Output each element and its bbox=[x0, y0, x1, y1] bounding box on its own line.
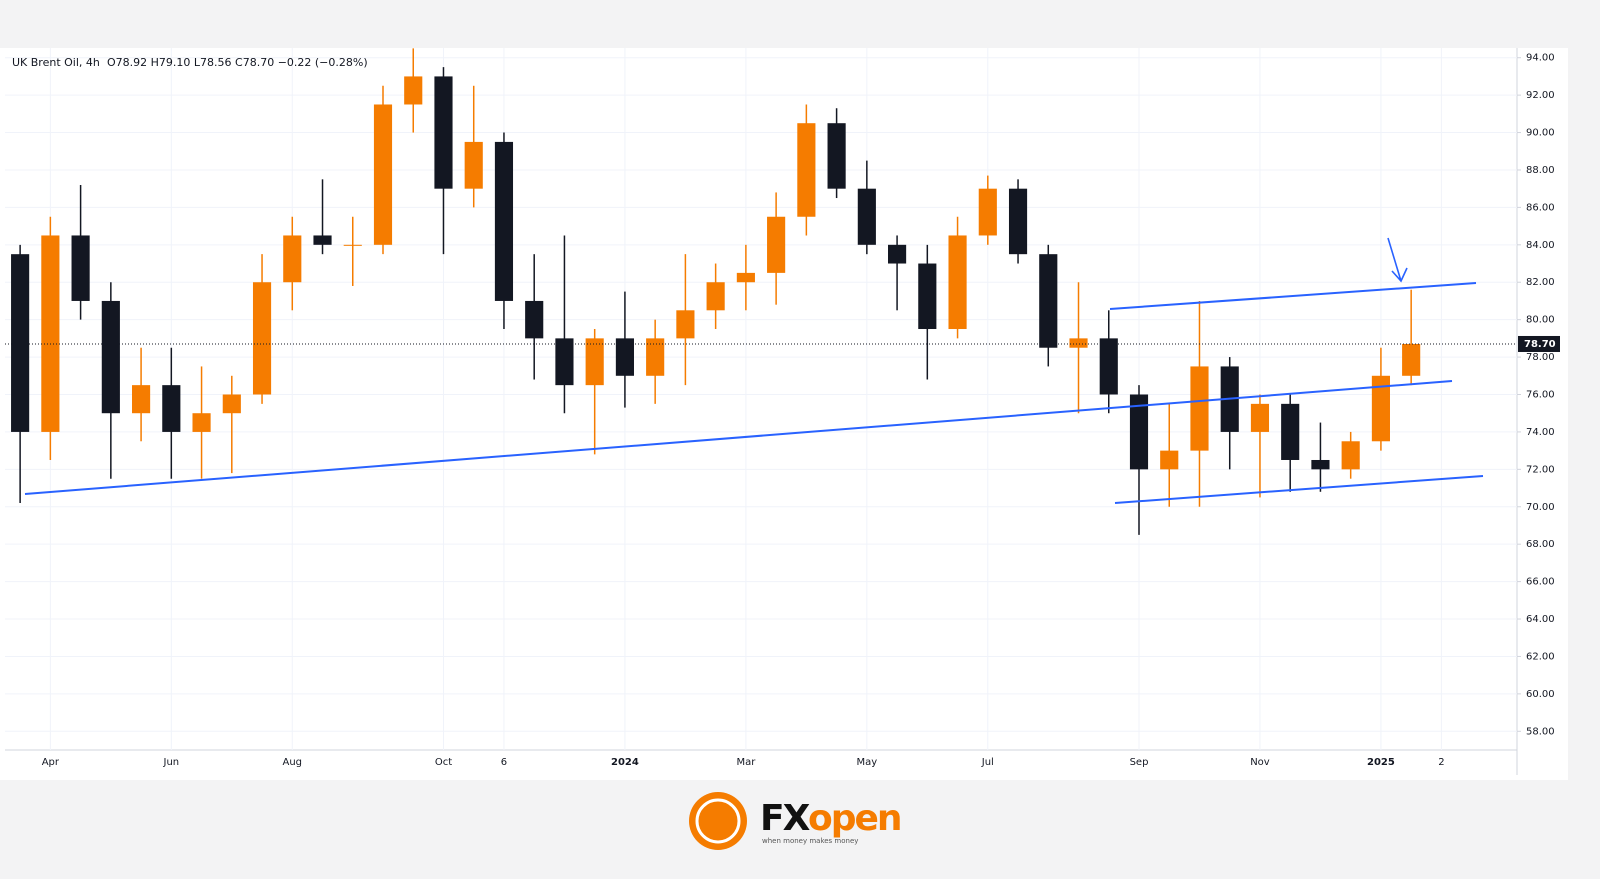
x-tick-label: 6 bbox=[501, 757, 507, 768]
x-tick-label: 2025 bbox=[1367, 757, 1395, 768]
candle-body bbox=[101, 300, 120, 414]
logo: FX open when money makes money bbox=[689, 792, 903, 850]
y-tick-label: 88.00 bbox=[1526, 165, 1555, 176]
candle-body bbox=[676, 310, 695, 339]
x-tick-label: 2 bbox=[1438, 757, 1444, 768]
candle-body bbox=[525, 300, 544, 339]
candle-body bbox=[162, 385, 181, 432]
candle-body bbox=[827, 123, 846, 189]
candle-body bbox=[434, 76, 453, 189]
y-tick-label: 62.00 bbox=[1526, 651, 1555, 662]
chart-background bbox=[0, 48, 1568, 780]
candle-body bbox=[1250, 403, 1270, 432]
x-tick-label: Nov bbox=[1250, 757, 1270, 768]
x-tick-label: Apr bbox=[42, 757, 60, 768]
logo-tagline: when money makes money bbox=[762, 837, 858, 845]
x-tick-label: Jul bbox=[981, 757, 994, 768]
y-tick-label: 76.00 bbox=[1526, 390, 1555, 401]
y-tick-label: 60.00 bbox=[1526, 689, 1555, 700]
y-tick-label: 58.00 bbox=[1526, 726, 1555, 737]
candle-body bbox=[767, 216, 786, 273]
candles bbox=[11, 48, 1421, 535]
candle-body bbox=[404, 76, 423, 105]
candle-body bbox=[1402, 343, 1421, 376]
support-trendline bbox=[24, 380, 1453, 495]
y-tick-label: 70.00 bbox=[1526, 502, 1555, 513]
candle-body bbox=[585, 338, 604, 386]
x-tick-label: Jun bbox=[163, 757, 180, 768]
y-tick-label: 68.00 bbox=[1526, 539, 1555, 550]
arrow bbox=[1387, 237, 1408, 283]
candle-body bbox=[192, 413, 211, 432]
candle-body bbox=[918, 263, 937, 330]
y-tick-label: 84.00 bbox=[1526, 240, 1555, 251]
trendlines bbox=[24, 237, 1484, 504]
y-tick-label: 74.00 bbox=[1526, 427, 1555, 438]
y-tick-label: 66.00 bbox=[1526, 577, 1555, 588]
candle-body bbox=[343, 244, 362, 246]
candle-body bbox=[1008, 188, 1028, 255]
y-tick-label: 72.00 bbox=[1526, 464, 1555, 475]
logo-brand-open: open bbox=[808, 798, 901, 839]
candle-body bbox=[71, 235, 90, 301]
candle-body bbox=[464, 141, 483, 189]
x-tick-label: Oct bbox=[435, 757, 452, 768]
candle-body bbox=[1371, 375, 1390, 442]
candle-body bbox=[948, 235, 967, 330]
x-tick-label: 2024 bbox=[611, 757, 639, 768]
candle-body bbox=[797, 123, 816, 217]
candle-body bbox=[1099, 338, 1118, 395]
candle-body bbox=[283, 235, 302, 283]
axes: 58.00 60.00 62.00 64.00 66.00 68.00 70.00 72.00… bbox=[5, 53, 1560, 768]
y-tick-label: 86.00 bbox=[1526, 202, 1555, 213]
y-tick-label: 64.00 bbox=[1526, 614, 1555, 625]
logo-emblem-ring bbox=[695, 798, 741, 844]
y-tick-label: 80.00 bbox=[1526, 315, 1555, 326]
candle-body bbox=[1039, 254, 1058, 348]
y-tick-label: 92.00 bbox=[1526, 90, 1555, 101]
candle-body bbox=[736, 272, 755, 283]
ohlc-header: O78.92 H79.10 L78.56 C78.70 −0.22 (−0.28… bbox=[107, 56, 368, 69]
x-tick-label: Aug bbox=[283, 757, 303, 768]
candle-body bbox=[555, 338, 574, 386]
y-tick-label: 82.00 bbox=[1526, 277, 1555, 288]
x-tick-label: Sep bbox=[1130, 757, 1149, 768]
candle-body bbox=[646, 338, 665, 376]
x-tick-label: Mar bbox=[736, 757, 756, 768]
candle-body bbox=[373, 104, 393, 245]
candle-body bbox=[615, 338, 634, 376]
candle-body bbox=[1069, 338, 1088, 348]
candle-body bbox=[1341, 441, 1360, 470]
candle-body bbox=[1129, 394, 1149, 470]
x-tick-label: May bbox=[856, 757, 877, 768]
candle-body bbox=[706, 282, 725, 311]
candle-body bbox=[1311, 459, 1330, 470]
candle-body bbox=[1160, 450, 1179, 470]
candle-body bbox=[978, 188, 997, 236]
candle-body bbox=[132, 385, 151, 414]
candle-body bbox=[252, 282, 272, 395]
logo-brand-fx: FX bbox=[760, 798, 811, 839]
y-tick-label: 78.00 bbox=[1526, 352, 1555, 363]
channel-lower bbox=[1114, 475, 1484, 504]
candle-body bbox=[494, 141, 514, 301]
last-price-box bbox=[1518, 335, 1560, 352]
candle-body bbox=[1190, 366, 1209, 451]
y-tick-label: 90.00 bbox=[1526, 128, 1555, 139]
candle-body bbox=[1281, 403, 1300, 460]
chart-title: UK Brent Oil, 4h bbox=[12, 56, 100, 69]
candle-body bbox=[41, 235, 60, 432]
candle-body bbox=[888, 244, 907, 264]
channel-upper bbox=[1109, 282, 1477, 310]
y-tick-label: 94.00 bbox=[1526, 53, 1555, 64]
candle-body bbox=[313, 235, 332, 245]
candle-body bbox=[222, 394, 241, 414]
candle-body bbox=[11, 254, 30, 432]
last-price-label: 78.70 bbox=[1524, 339, 1556, 350]
candle-body bbox=[857, 188, 876, 245]
